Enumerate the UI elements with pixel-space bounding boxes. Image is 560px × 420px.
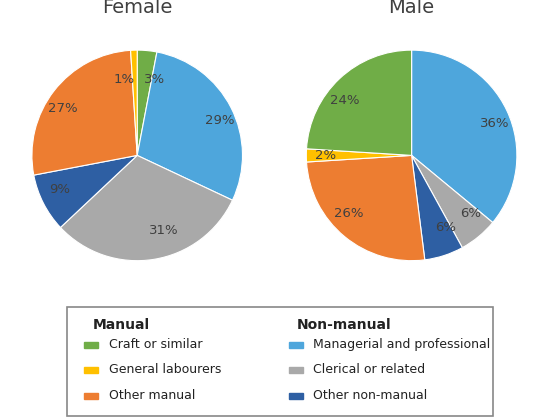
Bar <box>84 393 98 399</box>
Bar <box>288 367 302 373</box>
Text: Non-manual: Non-manual <box>297 318 391 331</box>
Text: Craft or similar: Craft or similar <box>109 338 202 351</box>
Text: 29%: 29% <box>205 115 234 128</box>
Text: 31%: 31% <box>149 224 179 237</box>
Text: General labourers: General labourers <box>109 363 221 376</box>
Text: Managerial and professional: Managerial and professional <box>313 338 491 351</box>
Text: 9%: 9% <box>49 183 69 196</box>
Bar <box>288 342 302 348</box>
Text: 6%: 6% <box>435 221 456 234</box>
Wedge shape <box>130 50 137 155</box>
Text: Other manual: Other manual <box>109 389 195 402</box>
Text: 3%: 3% <box>144 74 165 87</box>
Text: 6%: 6% <box>460 207 481 220</box>
Text: Other non-manual: Other non-manual <box>313 389 427 402</box>
Text: 2%: 2% <box>315 149 336 162</box>
Wedge shape <box>32 50 137 175</box>
Text: 36%: 36% <box>480 117 510 130</box>
Text: 1%: 1% <box>114 73 135 86</box>
Title: Female: Female <box>102 0 172 17</box>
Text: 24%: 24% <box>330 94 360 107</box>
Wedge shape <box>34 155 137 228</box>
Wedge shape <box>137 50 157 155</box>
Text: 27%: 27% <box>48 102 77 116</box>
Bar <box>288 393 302 399</box>
Wedge shape <box>412 155 493 248</box>
Wedge shape <box>412 50 517 223</box>
Wedge shape <box>60 155 232 261</box>
Bar <box>84 367 98 373</box>
Bar <box>84 342 98 348</box>
FancyBboxPatch shape <box>67 307 493 416</box>
Wedge shape <box>412 155 463 260</box>
Wedge shape <box>306 155 425 261</box>
Text: Manual: Manual <box>93 318 150 331</box>
Wedge shape <box>306 149 412 162</box>
Text: 26%: 26% <box>334 207 363 220</box>
Text: Clerical or related: Clerical or related <box>313 363 426 376</box>
Wedge shape <box>137 52 242 200</box>
Title: Male: Male <box>389 0 435 17</box>
Wedge shape <box>306 50 412 155</box>
